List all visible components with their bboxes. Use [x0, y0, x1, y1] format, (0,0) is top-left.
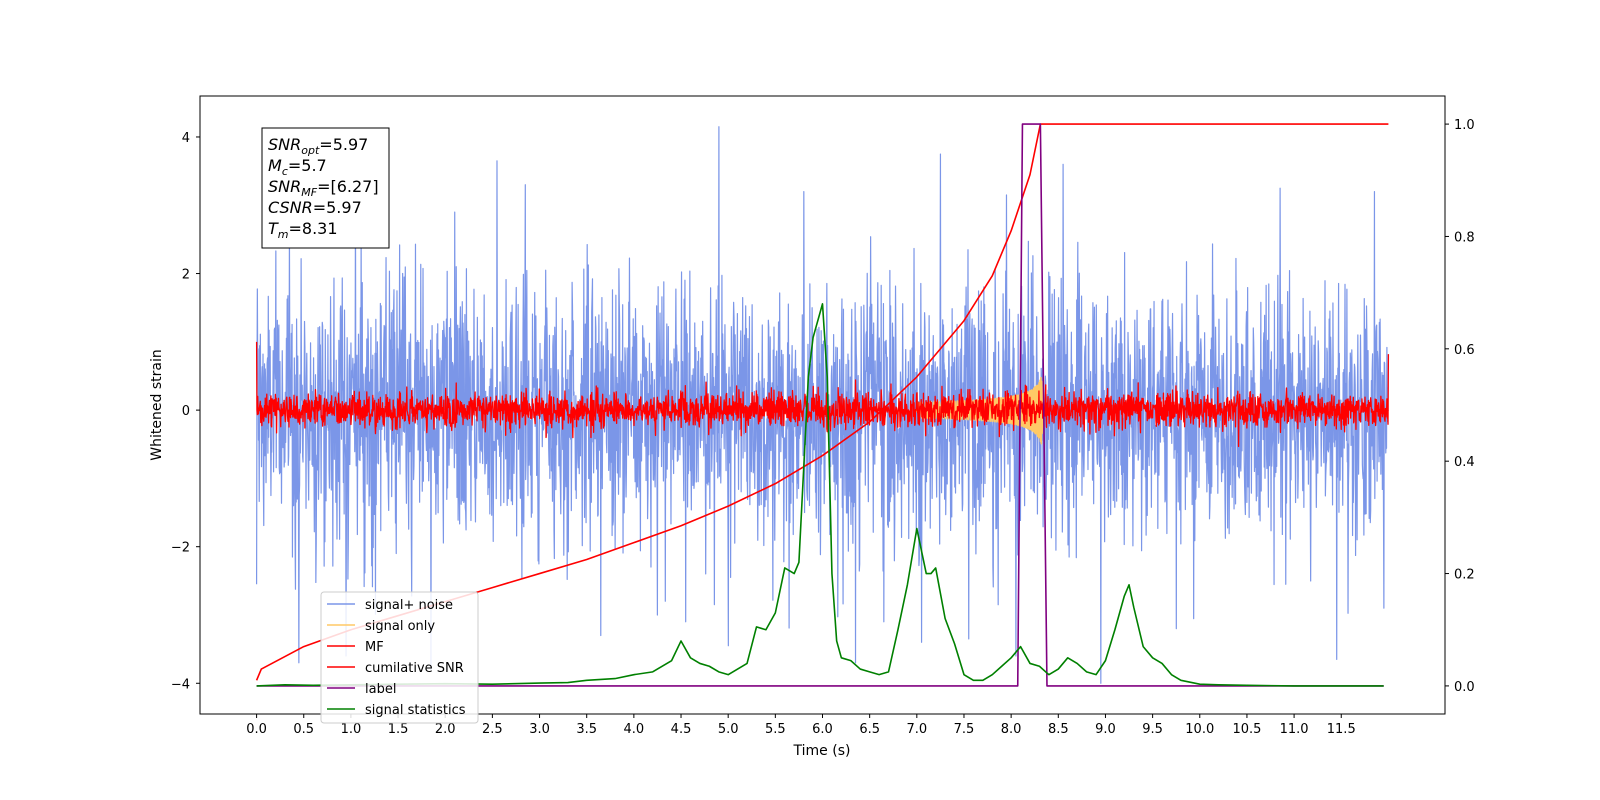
y-right-tick-label: 0.2: [1454, 568, 1475, 583]
annotation-symbol: CSNR: [268, 198, 313, 217]
y-right-tick-label: 0.6: [1454, 343, 1475, 358]
annotation-subscript: opt: [301, 144, 320, 157]
annotation-box: SNRopt=5.97Mc=5.7SNRMF=[6.27]CSNR=5.97Tm…: [261, 127, 390, 249]
x-tick-label: 4.0: [624, 722, 645, 737]
annotation-symbol: M: [268, 156, 282, 175]
x-tick-label: 10.0: [1185, 722, 1214, 737]
y-left-tick-label: −4: [171, 677, 190, 692]
x-tick-label: 2.5: [482, 722, 503, 737]
legend-label-label: label: [365, 682, 396, 697]
x-axis-label: Time (s): [793, 743, 851, 759]
x-tick-label: 6.0: [812, 722, 833, 737]
y-axis-label: Whitened strain: [149, 349, 165, 460]
x-tick-label: 6.5: [859, 722, 880, 737]
y-left-tick-label: −2: [171, 541, 190, 556]
legend-label-signal-noise: signal+ noise: [365, 598, 453, 613]
annotation-value: =5.97: [313, 198, 362, 217]
annotation-subscript: MF: [301, 186, 317, 199]
x-tick-label: 8.0: [1001, 722, 1022, 737]
annotation-value: =[6.27]: [317, 177, 379, 196]
legend: signal+ noise signal only MF cumilative SNR…: [320, 591, 479, 724]
x-tick-label: 0.5: [293, 722, 314, 737]
x-tick-label: 3.0: [529, 722, 550, 737]
x-tick-label: 8.5: [1048, 722, 1069, 737]
x-tick-label: 1.5: [388, 722, 409, 737]
y-left-tick-label: 2: [182, 268, 190, 283]
legend-label-signal-statistics: signal statistics: [365, 703, 466, 718]
annotation-value: =5.7: [288, 156, 327, 175]
annotation-symbol: SNR: [268, 177, 301, 196]
annotation-subscript: c: [282, 165, 288, 178]
x-tick-label: 5.5: [765, 722, 786, 737]
annotation-line: Tm=8.31: [268, 219, 338, 241]
annotation-frame: [261, 127, 390, 249]
legend-label-mf: MF: [365, 640, 384, 655]
x-tick-label: 11.0: [1280, 722, 1309, 737]
series-line-label: [256, 123, 1384, 687]
series-line-mf: [255, 341, 1390, 448]
x-tick-label: 4.5: [671, 722, 692, 737]
y-right-tick-label: 0.0: [1454, 680, 1475, 695]
x-tick-label: 7.0: [906, 722, 927, 737]
y-left-tick-label: 4: [182, 131, 190, 146]
annotation-value: =5.97: [319, 135, 368, 154]
x-tick-label: 3.5: [576, 722, 597, 737]
legend-label-signal-only: signal only: [365, 619, 435, 634]
annotation-symbol: SNR: [268, 135, 301, 154]
series-line-signal-statistics: [256, 303, 1384, 687]
annotation-line: SNRopt=5.97: [268, 135, 368, 157]
x-tick-label: 0.0: [246, 722, 267, 737]
annotation-line: Mc=5.7: [268, 156, 327, 178]
legend-frame: [320, 591, 479, 724]
x-tick-label: 5.0: [718, 722, 739, 737]
annotation-line: CSNR=5.97: [268, 198, 362, 217]
y-right-tick-label: 0.4: [1454, 455, 1475, 470]
annotation-line: SNRMF=[6.27]: [268, 177, 379, 199]
annotation-value: =8.31: [289, 219, 338, 238]
y-right-tick-label: 0.8: [1454, 230, 1475, 245]
ticks: 0.0 0.5 1.0 1.5 2.0 2.5 3.0 3.5 4.0 4.5 5.0 5.5 6.0 6…: [171, 118, 1475, 737]
x-tick-label: 9.0: [1095, 722, 1116, 737]
x-tick-label: 10.5: [1232, 722, 1261, 737]
x-tick-label: 9.5: [1142, 722, 1163, 737]
y-left-tick-label: 0: [182, 404, 190, 419]
x-tick-label: 1.0: [341, 722, 362, 737]
annotation-subscript: m: [278, 228, 289, 241]
y-right-tick-label: 1.0: [1454, 118, 1475, 133]
annotation-symbol: T: [268, 219, 279, 238]
x-tick-label: 7.5: [954, 722, 975, 737]
x-tick-label: 11.5: [1327, 722, 1356, 737]
x-tick-label: 2.0: [435, 722, 456, 737]
legend-label-cumilative-snr: cumilative SNR: [365, 661, 464, 676]
